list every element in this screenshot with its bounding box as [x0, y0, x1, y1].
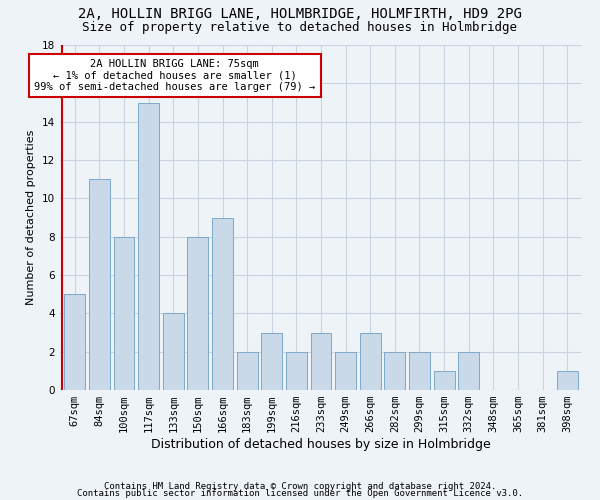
Text: Size of property relative to detached houses in Holmbridge: Size of property relative to detached ho…	[83, 21, 517, 34]
X-axis label: Distribution of detached houses by size in Holmbridge: Distribution of detached houses by size …	[151, 438, 491, 451]
Text: Contains HM Land Registry data © Crown copyright and database right 2024.: Contains HM Land Registry data © Crown c…	[104, 482, 496, 491]
Bar	[409, 352, 430, 390]
Bar	[557, 371, 578, 390]
Bar	[212, 218, 233, 390]
Bar	[286, 352, 307, 390]
Text: Contains public sector information licensed under the Open Government Licence v3: Contains public sector information licen…	[77, 490, 523, 498]
Bar	[236, 352, 257, 390]
Text: 2A HOLLIN BRIGG LANE: 75sqm
← 1% of detached houses are smaller (1)
99% of semi-: 2A HOLLIN BRIGG LANE: 75sqm ← 1% of deta…	[34, 59, 316, 92]
Bar	[360, 332, 381, 390]
Bar	[261, 332, 282, 390]
Bar	[64, 294, 85, 390]
Bar	[89, 179, 110, 390]
Bar	[335, 352, 356, 390]
Text: 2A, HOLLIN BRIGG LANE, HOLMBRIDGE, HOLMFIRTH, HD9 2PG: 2A, HOLLIN BRIGG LANE, HOLMBRIDGE, HOLMF…	[78, 8, 522, 22]
Bar	[113, 236, 134, 390]
Bar	[163, 314, 184, 390]
Bar	[138, 102, 159, 390]
Bar	[434, 371, 455, 390]
Bar	[187, 236, 208, 390]
Y-axis label: Number of detached properties: Number of detached properties	[26, 130, 37, 305]
Bar	[385, 352, 406, 390]
Bar	[311, 332, 331, 390]
Bar	[458, 352, 479, 390]
